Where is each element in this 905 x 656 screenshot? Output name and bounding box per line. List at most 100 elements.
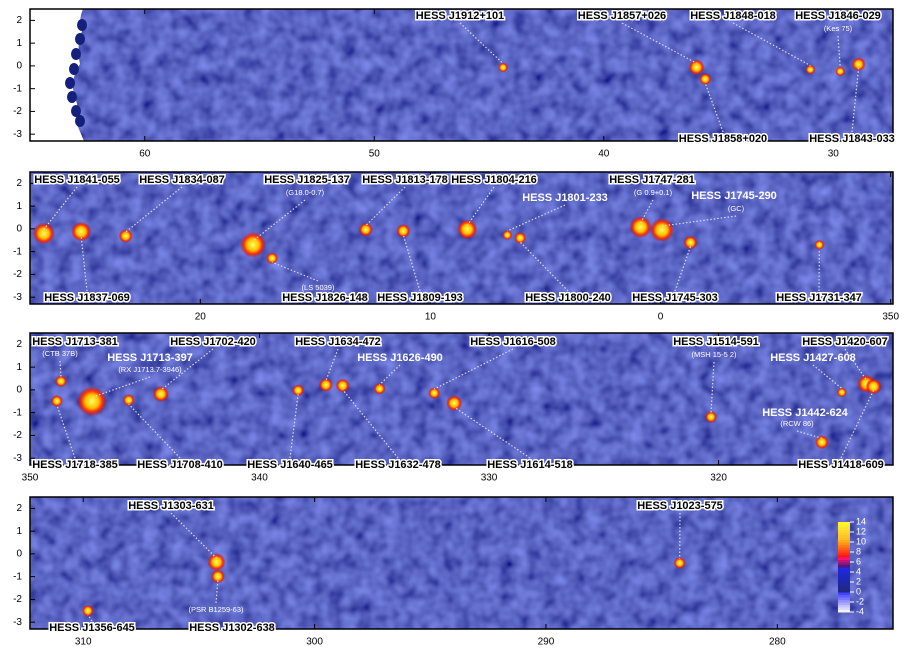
source-label: HESS J1356-645 — [49, 622, 135, 634]
x-tick-label: 40 — [598, 149, 610, 160]
y-tick-label: 0 — [16, 224, 22, 235]
x-tick-label: 350 — [882, 312, 899, 323]
x-tick-label: 300 — [306, 637, 323, 648]
colorbar-tick-label: -2 — [856, 596, 864, 606]
x-tick-label: 340 — [251, 473, 268, 484]
x-tick-label: 320 — [710, 473, 727, 484]
source-label: HESS J1616-508 — [470, 336, 556, 348]
source — [319, 378, 333, 392]
edge-dot — [65, 77, 75, 89]
x-tick-label: 20 — [195, 312, 207, 323]
source-label: HESS J1632-478 — [355, 459, 441, 471]
y-tick-label: -1 — [13, 407, 22, 418]
x-tick-label: 290 — [538, 637, 555, 648]
y-tick-label: -2 — [13, 430, 22, 441]
source-alias: (G 0.9+0.1) — [634, 188, 673, 197]
source-label: HESS J1713-397 — [107, 352, 193, 364]
source-label: HESS J1514-591 — [673, 336, 759, 348]
source-label: HESS J1834-087 — [139, 174, 225, 186]
edge-dot — [75, 33, 85, 45]
source-label: HESS J1303-631 — [128, 500, 214, 512]
source-label: HESS J1857+026 — [578, 10, 666, 22]
y-tick-label: 0 — [16, 549, 22, 560]
x-tick-label: 310 — [75, 637, 92, 648]
source-label: HESS J1614-518 — [487, 459, 573, 471]
source-label: HESS J1626-490 — [357, 352, 443, 364]
source — [837, 387, 847, 397]
colorbar-tick-label: 2 — [856, 576, 861, 586]
source — [207, 553, 225, 571]
x-tick-label: 0 — [658, 312, 664, 323]
y-tick-label: -3 — [13, 617, 22, 628]
source-label: HESS J1745-303 — [632, 292, 718, 304]
source-label: HESS J1747-281 — [609, 174, 695, 186]
y-tick-label: 1 — [16, 362, 22, 373]
y-tick-label: -3 — [13, 292, 22, 303]
y-tick-label: -1 — [13, 246, 22, 257]
source-label: HESS J1420-607 — [802, 336, 888, 348]
edge-dot — [77, 19, 87, 31]
source — [805, 65, 815, 75]
y-tick-label: 1 — [16, 201, 22, 212]
source — [814, 240, 824, 250]
source — [33, 222, 55, 244]
source-label: HESS J1841-055 — [34, 174, 120, 186]
map-noise — [30, 9, 893, 141]
source-label: HESS J1708-410 — [137, 459, 223, 471]
source-label: HESS J1826-148 — [282, 292, 368, 304]
edge-dot — [71, 48, 81, 60]
source — [815, 435, 829, 449]
edge-dot — [75, 115, 85, 127]
source-label: HESS J1825-137 — [264, 174, 350, 186]
source — [498, 62, 508, 72]
source — [689, 59, 705, 75]
x-tick-label: 30 — [828, 149, 840, 160]
source-label: HESS J1302-638 — [189, 622, 275, 634]
source — [119, 229, 133, 243]
source-label: HESS J1848-018 — [690, 10, 776, 22]
source — [359, 223, 373, 237]
source — [835, 66, 845, 76]
source-alias: (RCW 86) — [780, 419, 814, 428]
source-label: HESS J1813-178 — [362, 174, 448, 186]
source — [650, 218, 674, 242]
x-tick-label: 330 — [481, 473, 498, 484]
source-alias: (RX J1713.7-3946) — [118, 365, 182, 374]
source — [705, 411, 717, 423]
source — [55, 375, 67, 387]
y-tick-label: 0 — [16, 385, 22, 396]
colorbar-segment — [838, 522, 850, 525]
source — [240, 232, 266, 258]
source — [51, 395, 63, 407]
y-tick-label: -3 — [13, 129, 22, 140]
source — [699, 73, 711, 85]
edge-dot — [69, 63, 79, 75]
source — [514, 232, 526, 244]
source — [336, 379, 350, 393]
x-tick-label: 280 — [769, 637, 786, 648]
source-label: HESS J1634-472 — [295, 336, 381, 348]
y-tick-label: 1 — [16, 526, 22, 537]
y-tick-label: -2 — [13, 106, 22, 117]
colorbar-tick-label: 8 — [856, 546, 861, 556]
source-label: HESS J1702-420 — [170, 336, 256, 348]
source-alias: (PSR B1259-63) — [188, 605, 244, 614]
source-label: HESS J1442-624 — [762, 407, 848, 419]
source-label: HESS J1418-609 — [798, 459, 884, 471]
colorbar-tick-label: -4 — [856, 606, 864, 616]
source-alias: (CTB 37B) — [42, 349, 78, 358]
source-alias: (GC) — [728, 204, 745, 213]
source — [446, 395, 462, 411]
source — [77, 386, 107, 416]
source-label: HESS J1713-381 — [32, 336, 118, 348]
edge-dot — [67, 91, 77, 103]
x-tick-label: 60 — [139, 149, 151, 160]
source-label: HESS J1846-029 — [795, 10, 881, 22]
colorbar-tick-label: 6 — [856, 556, 861, 566]
colorbar-tick-label: 4 — [856, 566, 861, 576]
source-label: HESS J1718-385 — [32, 459, 118, 471]
